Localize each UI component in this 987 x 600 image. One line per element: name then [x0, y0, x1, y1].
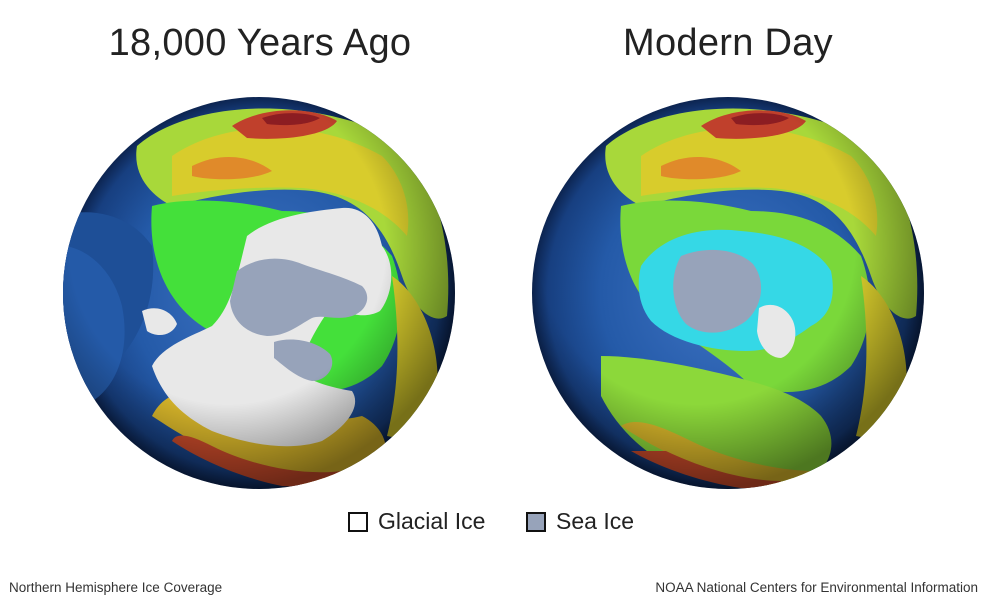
globe-modern	[532, 97, 924, 489]
legend-label-sea-ice: Sea Ice	[556, 508, 634, 534]
globe-past	[63, 97, 455, 489]
credit: NOAA National Centers for Environmental …	[655, 580, 978, 595]
caption: Northern Hemisphere Ice Coverage	[9, 580, 223, 595]
glacial-ice-swatch	[348, 511, 368, 532]
panel-title-past: 18,000 Years Ago	[108, 22, 412, 64]
sea-ice-swatch	[526, 511, 546, 532]
legend-item-sea-ice: Sea Ice	[526, 508, 634, 535]
legend: Glacial Ice Sea Ice	[0, 508, 987, 542]
globe-shading	[63, 97, 455, 489]
panel-title-modern: Modern Day	[623, 22, 833, 64]
legend-item-glacial-ice: Glacial Ice	[348, 508, 485, 535]
legend-label-glacial-ice: Glacial Ice	[378, 508, 486, 534]
globe-shading	[532, 97, 924, 489]
